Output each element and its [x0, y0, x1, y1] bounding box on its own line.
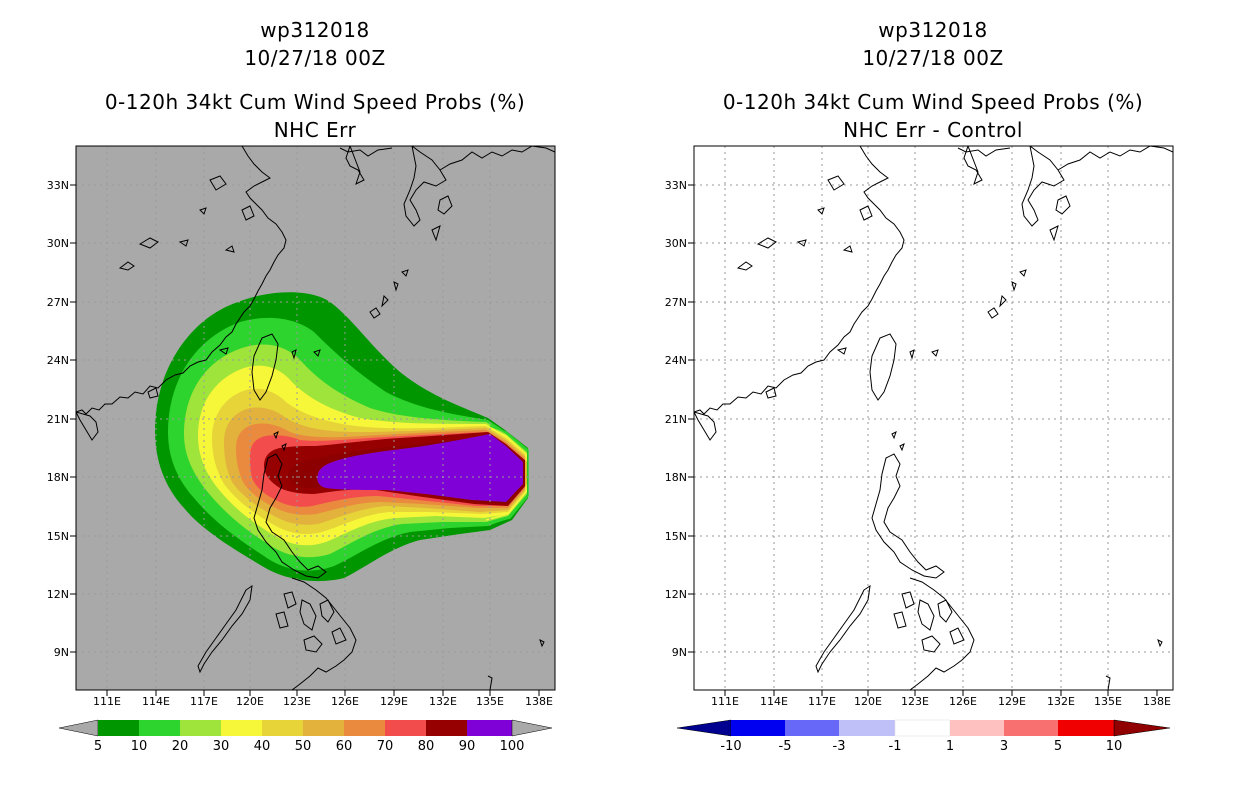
colorbar-swatch	[426, 720, 467, 736]
colorbar-swatch	[180, 720, 221, 736]
colorbar-label: -3	[833, 739, 846, 754]
left-title-storm-id: wp312018	[260, 18, 370, 42]
right-lat-label: 27N	[665, 296, 687, 309]
colorbar-swatch	[303, 720, 344, 736]
right-map: 111E 114E 117E 120E 123E 126E 129E 132E …	[665, 145, 1174, 708]
colorbar-swatch	[731, 720, 785, 736]
right-title-datetime: 10/27/18 00Z	[862, 46, 1004, 70]
colorbar-label: 100	[500, 739, 525, 754]
right-lon-label: 132E	[1047, 695, 1075, 708]
left-lon-label: 117E	[190, 695, 218, 708]
left-lat-label: 30N	[47, 237, 69, 250]
right-lon-label: 117E	[808, 695, 836, 708]
left-lat-label: 12N	[47, 588, 69, 601]
left-title-subtitle: NHC Err	[273, 118, 357, 142]
colorbar-swatch	[262, 720, 303, 736]
colorbar-label: 90	[459, 739, 476, 754]
left-lon-label: 135E	[476, 695, 504, 708]
right-lon-label: 114E	[760, 695, 788, 708]
colorbar-label: 70	[377, 739, 394, 754]
colorbar-label: 80	[418, 739, 435, 754]
colorbar-label: -1	[889, 739, 902, 754]
colorbar-label: 20	[172, 739, 189, 754]
right-title-storm-id: wp312018	[878, 18, 988, 42]
colorbar-label: 3	[1000, 739, 1008, 754]
colorbar-label: 30	[213, 739, 230, 754]
right-lat-label: 12N	[665, 588, 687, 601]
left-title-datetime: 10/27/18 00Z	[244, 46, 386, 70]
left-lon-label: 114E	[142, 695, 170, 708]
left-lat-label: 27N	[47, 296, 69, 309]
left-lon-label: 111E	[93, 695, 121, 708]
colorbar-label: 1	[946, 739, 954, 754]
right-map-background	[694, 146, 1173, 690]
colorbar-label: 10	[131, 739, 148, 754]
right-lon-label: 111E	[711, 695, 739, 708]
colorbar-swatch	[785, 720, 839, 736]
right-lat-label: 9N	[672, 646, 687, 659]
colorbar-swatch	[221, 720, 262, 736]
left-title-product: 0-120h 34kt Cum Wind Speed Probs (%)	[104, 90, 526, 114]
colorbar-label: -5	[779, 739, 792, 754]
colorbar-end-low	[58, 719, 99, 737]
right-lon-label: 138E	[1143, 695, 1171, 708]
right-lat-label: 15N	[665, 530, 687, 543]
left-lon-label: 138E	[525, 695, 553, 708]
colorbar-end-high	[1113, 719, 1171, 737]
right-lon-label: 123E	[901, 695, 929, 708]
colorbar-label: -10	[720, 739, 741, 754]
right-lon-label: 129E	[998, 695, 1026, 708]
right-title-product: 0-120h 34kt Cum Wind Speed Probs (%)	[722, 90, 1144, 114]
colorbar-swatch	[98, 720, 139, 736]
left-lat-label: 24N	[47, 354, 69, 367]
left-lat-label: 33N	[47, 179, 69, 192]
colorbar-end-high	[511, 719, 553, 737]
colorbar-swatch	[839, 720, 895, 736]
colorbar-swatch	[1058, 720, 1114, 736]
left-lat-label: 15N	[47, 530, 69, 543]
colorbar-end-low	[676, 719, 732, 737]
colorbar-swatch	[139, 720, 180, 736]
colorbar-label: 60	[336, 739, 353, 754]
right-lon-label: 126E	[949, 695, 977, 708]
colorbar-swatch	[1004, 720, 1058, 736]
right-lat-label: 33N	[665, 179, 687, 192]
right-lat-label: 30N	[665, 237, 687, 250]
right-lat-label: 18N	[665, 471, 687, 484]
colorbar-swatch	[344, 720, 385, 736]
colorbar-label: 50	[295, 739, 312, 754]
colorbar-label: 5	[1054, 739, 1062, 754]
left-lon-label: 126E	[331, 695, 359, 708]
left-lon-label: 132E	[429, 695, 457, 708]
colorbar-label: 10	[1106, 739, 1123, 754]
left-lon-label: 129E	[380, 695, 408, 708]
right-colorbar: -10 -5 -3 -1 1 3 5 10	[676, 719, 1171, 754]
colorbar-swatch	[894, 719, 951, 737]
left-lat-label: 21N	[47, 413, 69, 426]
right-lat-label: 21N	[665, 413, 687, 426]
left-map-frame	[75, 145, 556, 691]
colorbar-label: 5	[94, 739, 102, 754]
right-lon-label: 135E	[1094, 695, 1122, 708]
probability-swath	[76, 146, 555, 690]
colorbar-label: 40	[254, 739, 271, 754]
left-lat-label: 9N	[54, 646, 69, 659]
left-lon-label: 123E	[283, 695, 311, 708]
left-map: 111E 114E 117E 120E 123E 126E 129E 132E …	[47, 145, 556, 708]
right-lat-label: 24N	[665, 354, 687, 367]
colorbar-swatch	[950, 720, 1004, 736]
right-map-frame	[693, 145, 1174, 691]
left-colorbar: 5 10 20 30 40 50 60 70 80 90 100	[58, 719, 553, 754]
right-lon-label: 120E	[854, 695, 882, 708]
colorbar-swatch	[467, 720, 512, 736]
right-title-subtitle: NHC Err - Control	[843, 118, 1023, 142]
colorbar-swatch	[385, 720, 426, 736]
left-lon-label: 120E	[236, 695, 264, 708]
left-lat-label: 18N	[47, 471, 69, 484]
